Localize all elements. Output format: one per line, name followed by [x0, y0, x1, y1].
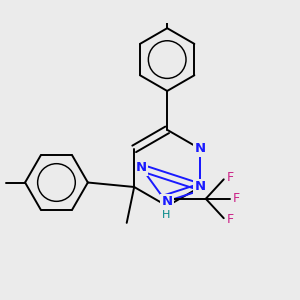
Text: N: N — [195, 181, 206, 194]
Text: F: F — [227, 171, 234, 184]
Text: H: H — [161, 210, 170, 220]
Text: F: F — [233, 192, 240, 205]
Text: F: F — [227, 213, 234, 226]
Text: N: N — [136, 161, 147, 174]
Text: N: N — [162, 195, 173, 208]
Text: N: N — [195, 142, 206, 155]
